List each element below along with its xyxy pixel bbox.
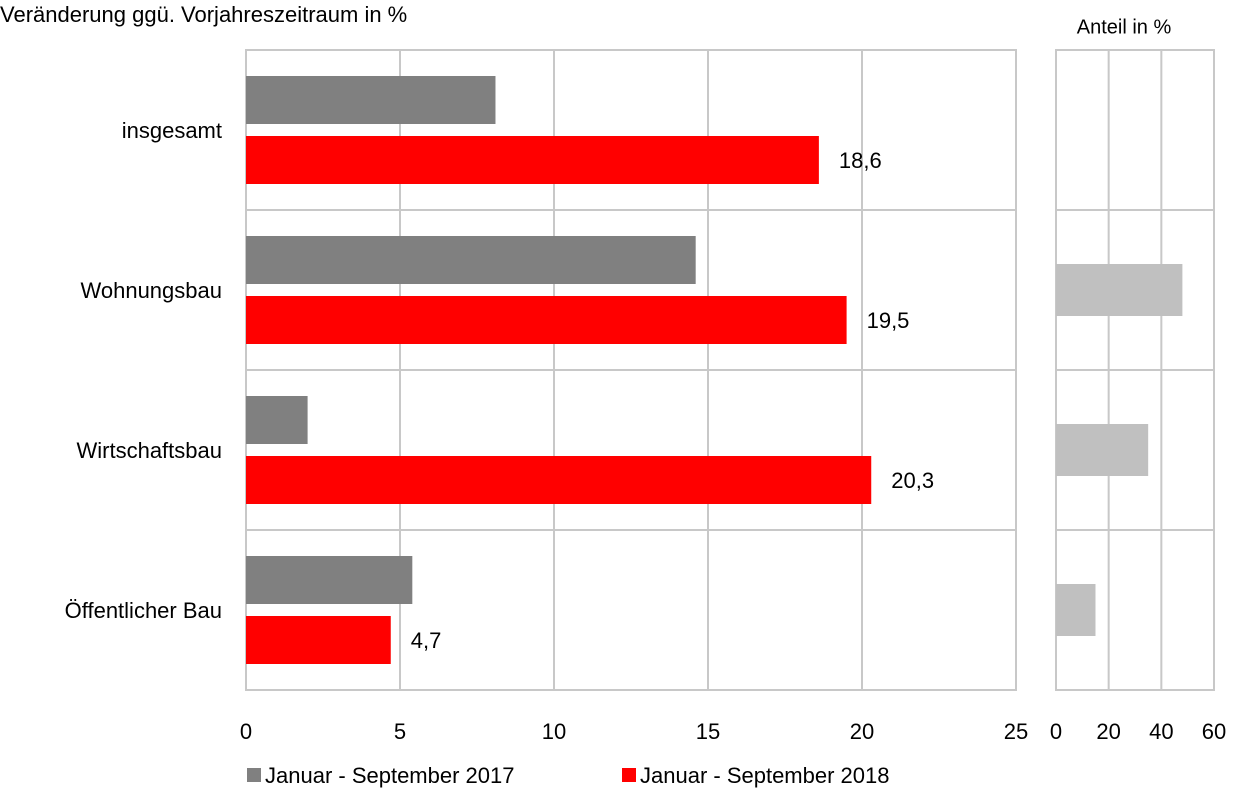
x-tick-label: 0: [1050, 719, 1062, 744]
legend-label: Januar - September 2018: [640, 763, 890, 788]
category-label: insgesamt: [122, 118, 222, 143]
bar: [246, 396, 308, 444]
data-label: 19,5: [867, 308, 910, 333]
x-tick-label: 40: [1149, 719, 1173, 744]
bar: [246, 236, 696, 284]
bar: [246, 456, 872, 504]
bar: [1056, 264, 1183, 316]
data-label: 4,7: [411, 628, 442, 653]
x-tick-label: 20: [850, 719, 874, 744]
side-chart-title: Anteil in %: [1077, 16, 1172, 38]
legend-label: Januar - September 2017: [265, 763, 515, 788]
x-tick-label: 20: [1096, 719, 1120, 744]
x-tick-label: 5: [394, 719, 406, 744]
legend-swatch: [622, 768, 636, 782]
data-label: 18,6: [839, 148, 882, 173]
bar: [246, 136, 819, 184]
bar: [246, 296, 847, 344]
bar: [246, 616, 391, 664]
data-label: 20,3: [891, 468, 934, 493]
chart-title: Veränderung ggü. Vorjahreszeitraum in %: [0, 2, 407, 27]
x-tick-label: 0: [240, 719, 252, 744]
bar: [246, 556, 413, 604]
x-tick-label: 25: [1004, 719, 1028, 744]
bar: [246, 76, 496, 124]
x-tick-label: 15: [696, 719, 720, 744]
x-tick-label: 10: [542, 719, 566, 744]
category-label: Öffentlicher Bau: [65, 598, 222, 623]
x-tick-label: 60: [1202, 719, 1226, 744]
legend-swatch: [247, 768, 261, 782]
category-label: Wohnungsbau: [81, 278, 223, 303]
bar: [1056, 584, 1096, 636]
bar: [1056, 424, 1149, 476]
category-label: Wirtschaftsbau: [77, 438, 223, 463]
